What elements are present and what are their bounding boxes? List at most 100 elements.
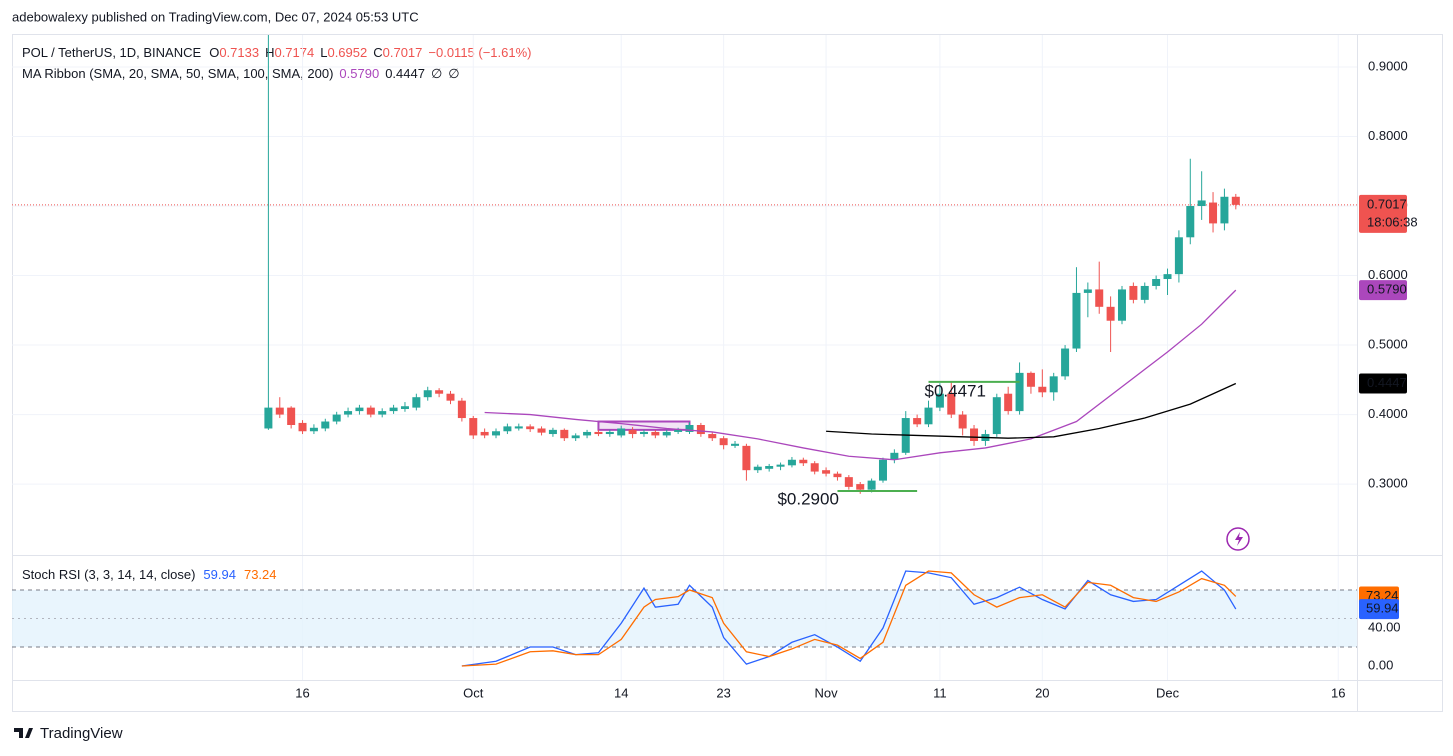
x-tick-label: Oct [463,685,484,700]
change: −0.0115 (−1.61%) [428,45,531,60]
candle-body [446,393,455,401]
ma-legend: MA Ribbon (SMA, 20, SMA, 50, SMA, 100, S… [22,66,460,81]
ma-value-label: 0.4447 [1367,375,1407,390]
candle [264,35,273,430]
candle-body [378,411,387,415]
candle-body [400,406,409,410]
candle [1186,158,1195,245]
candle [731,440,740,448]
candle-body [1095,289,1104,307]
candle [1095,261,1104,314]
candle-body [628,429,637,435]
candle-body [457,400,466,419]
candle [1061,345,1070,380]
candle [1038,369,1047,398]
candle-body [548,429,557,435]
candle-body [810,463,819,472]
candle [947,381,956,419]
candle [810,461,819,475]
candle [1140,282,1149,304]
alert-icon-bolt [1235,532,1243,546]
candle [719,436,728,450]
candle [924,400,933,428]
candle [958,411,967,436]
candle [526,424,535,432]
candle-body [264,407,273,429]
ma-line [826,382,1237,439]
candle-body [605,431,614,435]
x-tick-label: 20 [1035,685,1049,700]
candle-body [366,407,375,415]
candle [514,423,523,431]
candle-body [1026,372,1035,387]
candle-body [662,431,671,436]
candle-body [799,459,808,464]
candle-body [924,407,933,425]
candle [1072,267,1081,353]
candle-body [822,470,831,474]
candle [1049,372,1058,401]
alert-icon [1226,527,1250,551]
stoch-line [461,570,1237,667]
candle-body [594,431,603,435]
candle [560,428,569,441]
candle [321,418,330,432]
candle-body [1163,274,1172,280]
candle-body [731,443,740,446]
candle [423,386,432,401]
candle-body [1140,285,1149,300]
candle-body [514,426,523,429]
annotation-text: $0.4471 [925,381,986,400]
publish-info: adebowalexy published on TradingView.com… [12,9,419,24]
candle-body [958,414,967,429]
candle-body [355,407,364,412]
candle [708,431,717,441]
stoch-value-box [1359,599,1399,620]
candle [617,425,626,438]
last-price-countdown: 18:06:38 [1367,214,1418,229]
candle-body [719,438,728,446]
candle [1083,282,1092,318]
candle [1015,362,1024,415]
candle-body [1197,200,1206,207]
candle [492,428,501,439]
candle [378,408,387,418]
candle-body [674,429,683,432]
candle-body [856,484,865,490]
ohlc-label: C [373,45,382,60]
candle-body [1152,279,1161,286]
candle-body [696,425,705,435]
candle [639,429,648,437]
candle [844,475,853,490]
candle [1197,171,1206,220]
candle-body [1174,237,1183,275]
ohlc-value: 0.7174 [274,45,314,60]
candle [469,415,478,439]
y-tick-label: 0.4000 [1368,406,1408,421]
candle [1220,188,1229,231]
candle [696,422,705,437]
candle [503,423,512,435]
candle-body [844,477,853,487]
candle [287,406,296,429]
candle [776,462,785,471]
x-tick-label: 11 [933,685,947,700]
symbol-legend: POL / TetherUS, 1D, BINANCE O0.7133 H0.717… [22,45,532,60]
ma-line [484,289,1237,461]
candle [1004,386,1013,415]
candle-body [332,414,341,422]
candle-body [321,421,330,429]
x-tick-label: Dec [1156,685,1180,700]
last-price: 0.7017 [1367,196,1407,211]
candle [685,422,694,435]
candle [970,425,979,446]
candle-body [1129,285,1138,300]
ma-value: 0.5790 [339,66,379,81]
candle [662,429,671,438]
candle [1026,371,1035,394]
stoch-value: 73.24 [244,567,277,582]
candle-body [617,428,626,436]
candle-body [776,464,785,467]
stoch-legend: Stoch RSI (3, 3, 14, 14, close) 59.94 73.2… [22,567,277,582]
